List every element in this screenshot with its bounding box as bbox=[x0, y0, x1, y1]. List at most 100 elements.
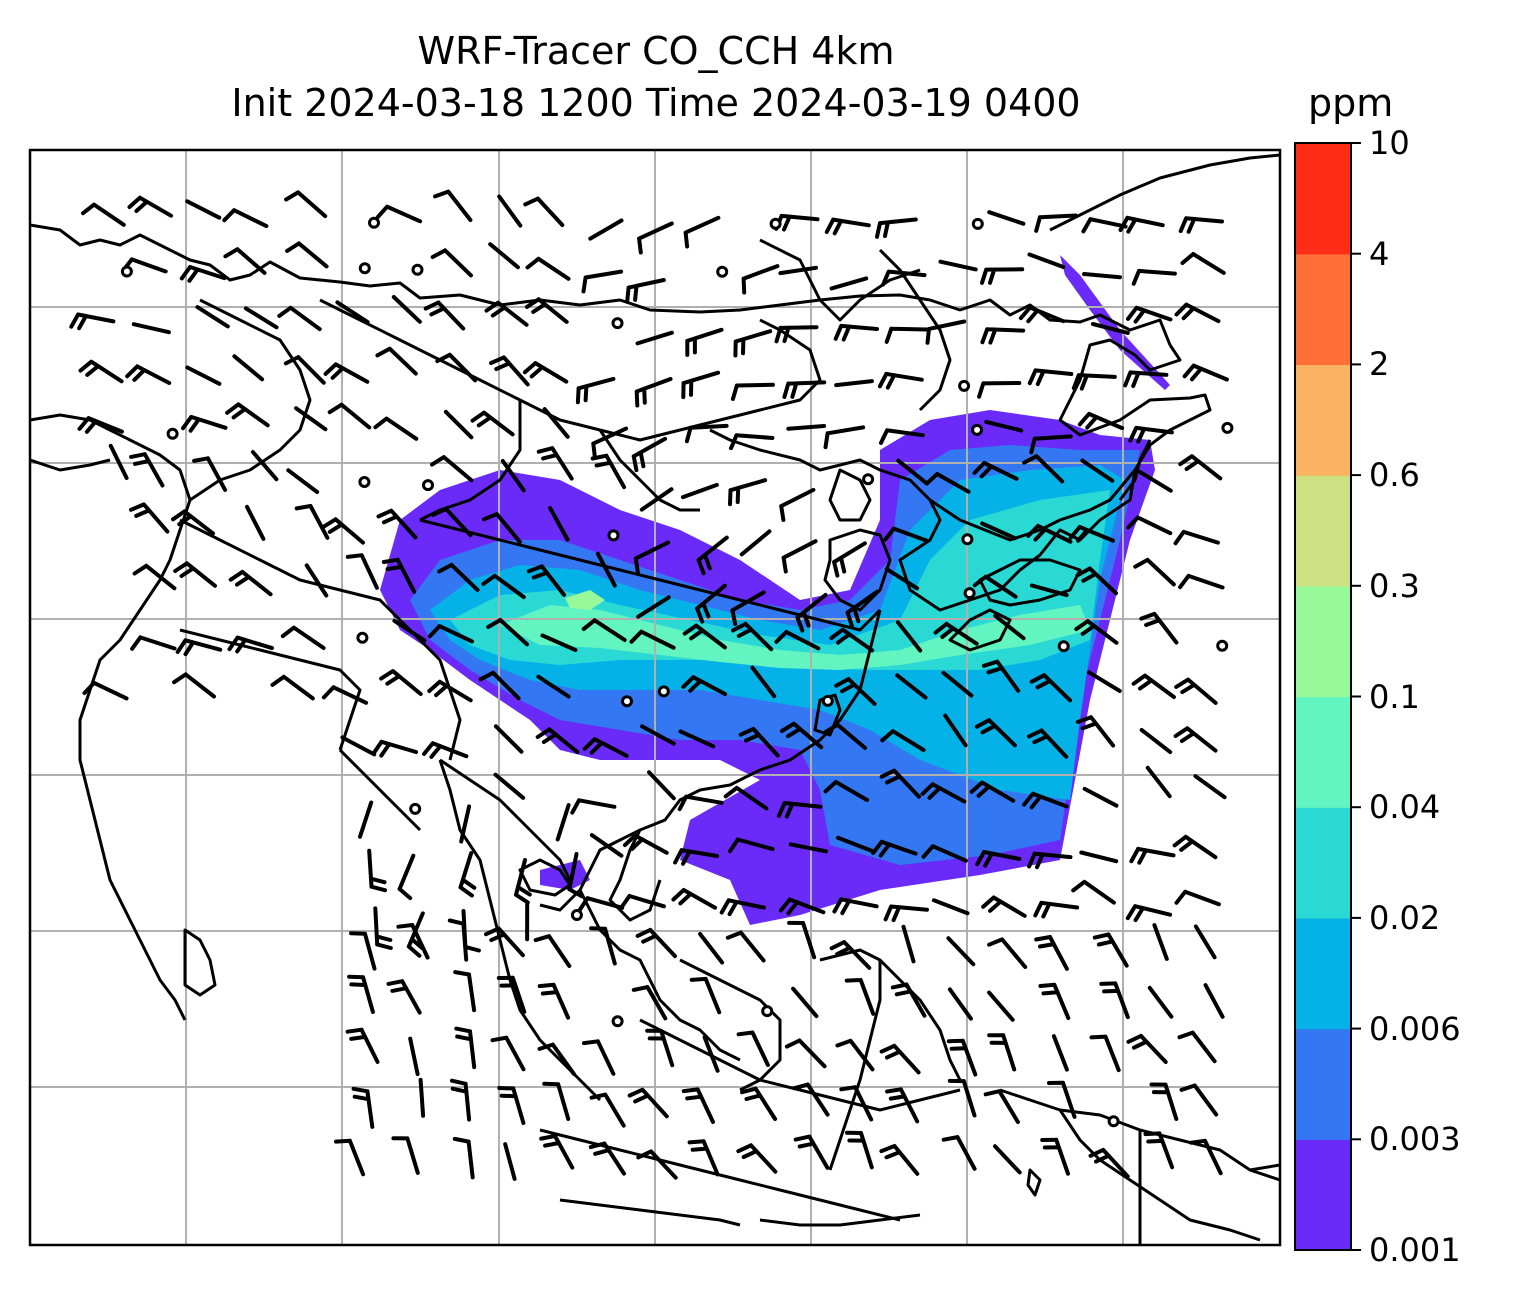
wind-barb bbox=[373, 906, 393, 950]
calm-wind-marker bbox=[422, 479, 434, 492]
wind-barb bbox=[1034, 213, 1078, 233]
wind-barb bbox=[1125, 904, 1173, 923]
colorbar-tick-label: 0.3 bbox=[1369, 566, 1420, 605]
calm-wind-marker bbox=[961, 533, 974, 546]
wind-barb bbox=[82, 680, 129, 701]
wind-barb bbox=[537, 1042, 576, 1076]
wind-barb bbox=[321, 517, 365, 545]
calm-wind-marker bbox=[657, 685, 670, 698]
wind-barb bbox=[947, 1078, 977, 1118]
wind-barb bbox=[1179, 1083, 1219, 1117]
wind-barb bbox=[392, 618, 427, 643]
wind-barb bbox=[493, 772, 526, 800]
wind-barb bbox=[829, 627, 875, 653]
wind-barb bbox=[1118, 215, 1165, 234]
wind-barb bbox=[283, 355, 326, 385]
wind-barb bbox=[69, 312, 116, 331]
map-title-line-1: WRF-Tracer CO_CCH 4km bbox=[417, 29, 895, 73]
colorbar-segment bbox=[1295, 917, 1351, 1030]
wind-barb bbox=[1075, 566, 1118, 596]
colorbar-tick-label: 0.02 bbox=[1369, 898, 1441, 937]
wind-barb bbox=[980, 327, 1026, 345]
wind-barb bbox=[1081, 217, 1128, 234]
wind-barb bbox=[977, 381, 1022, 399]
wind-barb bbox=[883, 526, 930, 543]
wind-barb bbox=[645, 1028, 675, 1068]
wind-barb bbox=[522, 361, 569, 384]
wind-barb bbox=[636, 1149, 678, 1180]
wind-barb bbox=[871, 839, 918, 858]
wind-barb bbox=[1068, 525, 1115, 543]
calm-wind-marker bbox=[862, 473, 875, 486]
wind-barb bbox=[774, 630, 821, 651]
wind-barb bbox=[687, 1139, 720, 1177]
wind-barb bbox=[125, 364, 172, 385]
colorbar-segment bbox=[1295, 1139, 1351, 1251]
wind-barb bbox=[730, 382, 775, 401]
wind-barb bbox=[1082, 272, 1122, 280]
wind-barb bbox=[823, 780, 870, 802]
wind-barb bbox=[829, 276, 869, 291]
wind-barb bbox=[972, 574, 1018, 599]
wind-barb bbox=[931, 898, 970, 916]
wind-barb bbox=[723, 785, 769, 811]
wind-barb bbox=[243, 306, 279, 330]
wind-barb bbox=[640, 724, 676, 746]
calm-wind-marker bbox=[1057, 640, 1070, 653]
wind-barb bbox=[877, 371, 924, 390]
wind-barb bbox=[778, 897, 826, 916]
wind-barb bbox=[1027, 851, 1073, 870]
map-title-line-2: Init 2024-03-18 1200 Time 2024-03-19 040… bbox=[231, 81, 1081, 125]
wind-barb bbox=[980, 521, 1017, 541]
wind-barb bbox=[376, 508, 418, 540]
wind-barb bbox=[1131, 673, 1176, 699]
wind-barb bbox=[625, 278, 666, 304]
wind-barb bbox=[1174, 302, 1221, 324]
wind-barb bbox=[379, 669, 423, 696]
wind-barb bbox=[581, 618, 627, 642]
wind-barb bbox=[733, 329, 773, 358]
wind-barb bbox=[323, 362, 370, 384]
wind-barb bbox=[824, 217, 871, 236]
wind-barb bbox=[890, 982, 927, 1018]
wind-barb bbox=[784, 1038, 827, 1069]
wind-barb bbox=[497, 194, 523, 228]
wind-barb bbox=[537, 982, 571, 1020]
wind-calm-markers bbox=[120, 216, 1234, 1128]
wind-barb bbox=[1178, 454, 1223, 481]
calm-wind-marker bbox=[411, 263, 424, 276]
wind-barb bbox=[536, 674, 571, 699]
wind-barb bbox=[179, 265, 227, 283]
wind-barb bbox=[1174, 889, 1221, 907]
wind-barb bbox=[983, 1089, 1020, 1124]
colorbar-segment bbox=[1295, 1028, 1351, 1140]
wind-barb bbox=[736, 1030, 770, 1067]
wind-barb bbox=[1099, 981, 1130, 1020]
wind-barb bbox=[223, 247, 267, 275]
wind-barb bbox=[555, 803, 571, 842]
wind-barb bbox=[431, 506, 473, 538]
wind-barb bbox=[192, 456, 228, 492]
calm-wind-marker bbox=[358, 262, 371, 275]
wind-barb bbox=[1126, 1033, 1168, 1064]
wind-barb bbox=[981, 895, 1027, 918]
calm-wind-marker bbox=[963, 587, 976, 600]
wind-barb bbox=[433, 189, 473, 222]
wind-barb bbox=[1080, 458, 1115, 483]
wind-barb bbox=[879, 1144, 920, 1176]
wind-barb bbox=[829, 940, 872, 970]
tracer-peak-region bbox=[565, 590, 605, 610]
wind-barb bbox=[671, 888, 718, 910]
wind-barb bbox=[987, 210, 1026, 226]
wind-barb bbox=[974, 718, 1017, 748]
wind-barb bbox=[484, 300, 529, 327]
wind-barb bbox=[682, 623, 727, 650]
wind-barb bbox=[728, 478, 768, 507]
wind-barb bbox=[637, 221, 674, 255]
map-area bbox=[30, 150, 1280, 1245]
wind-barb bbox=[1139, 728, 1173, 755]
wind-barb bbox=[834, 379, 874, 388]
wind-barb bbox=[627, 1087, 669, 1119]
wind-barb bbox=[373, 416, 419, 441]
